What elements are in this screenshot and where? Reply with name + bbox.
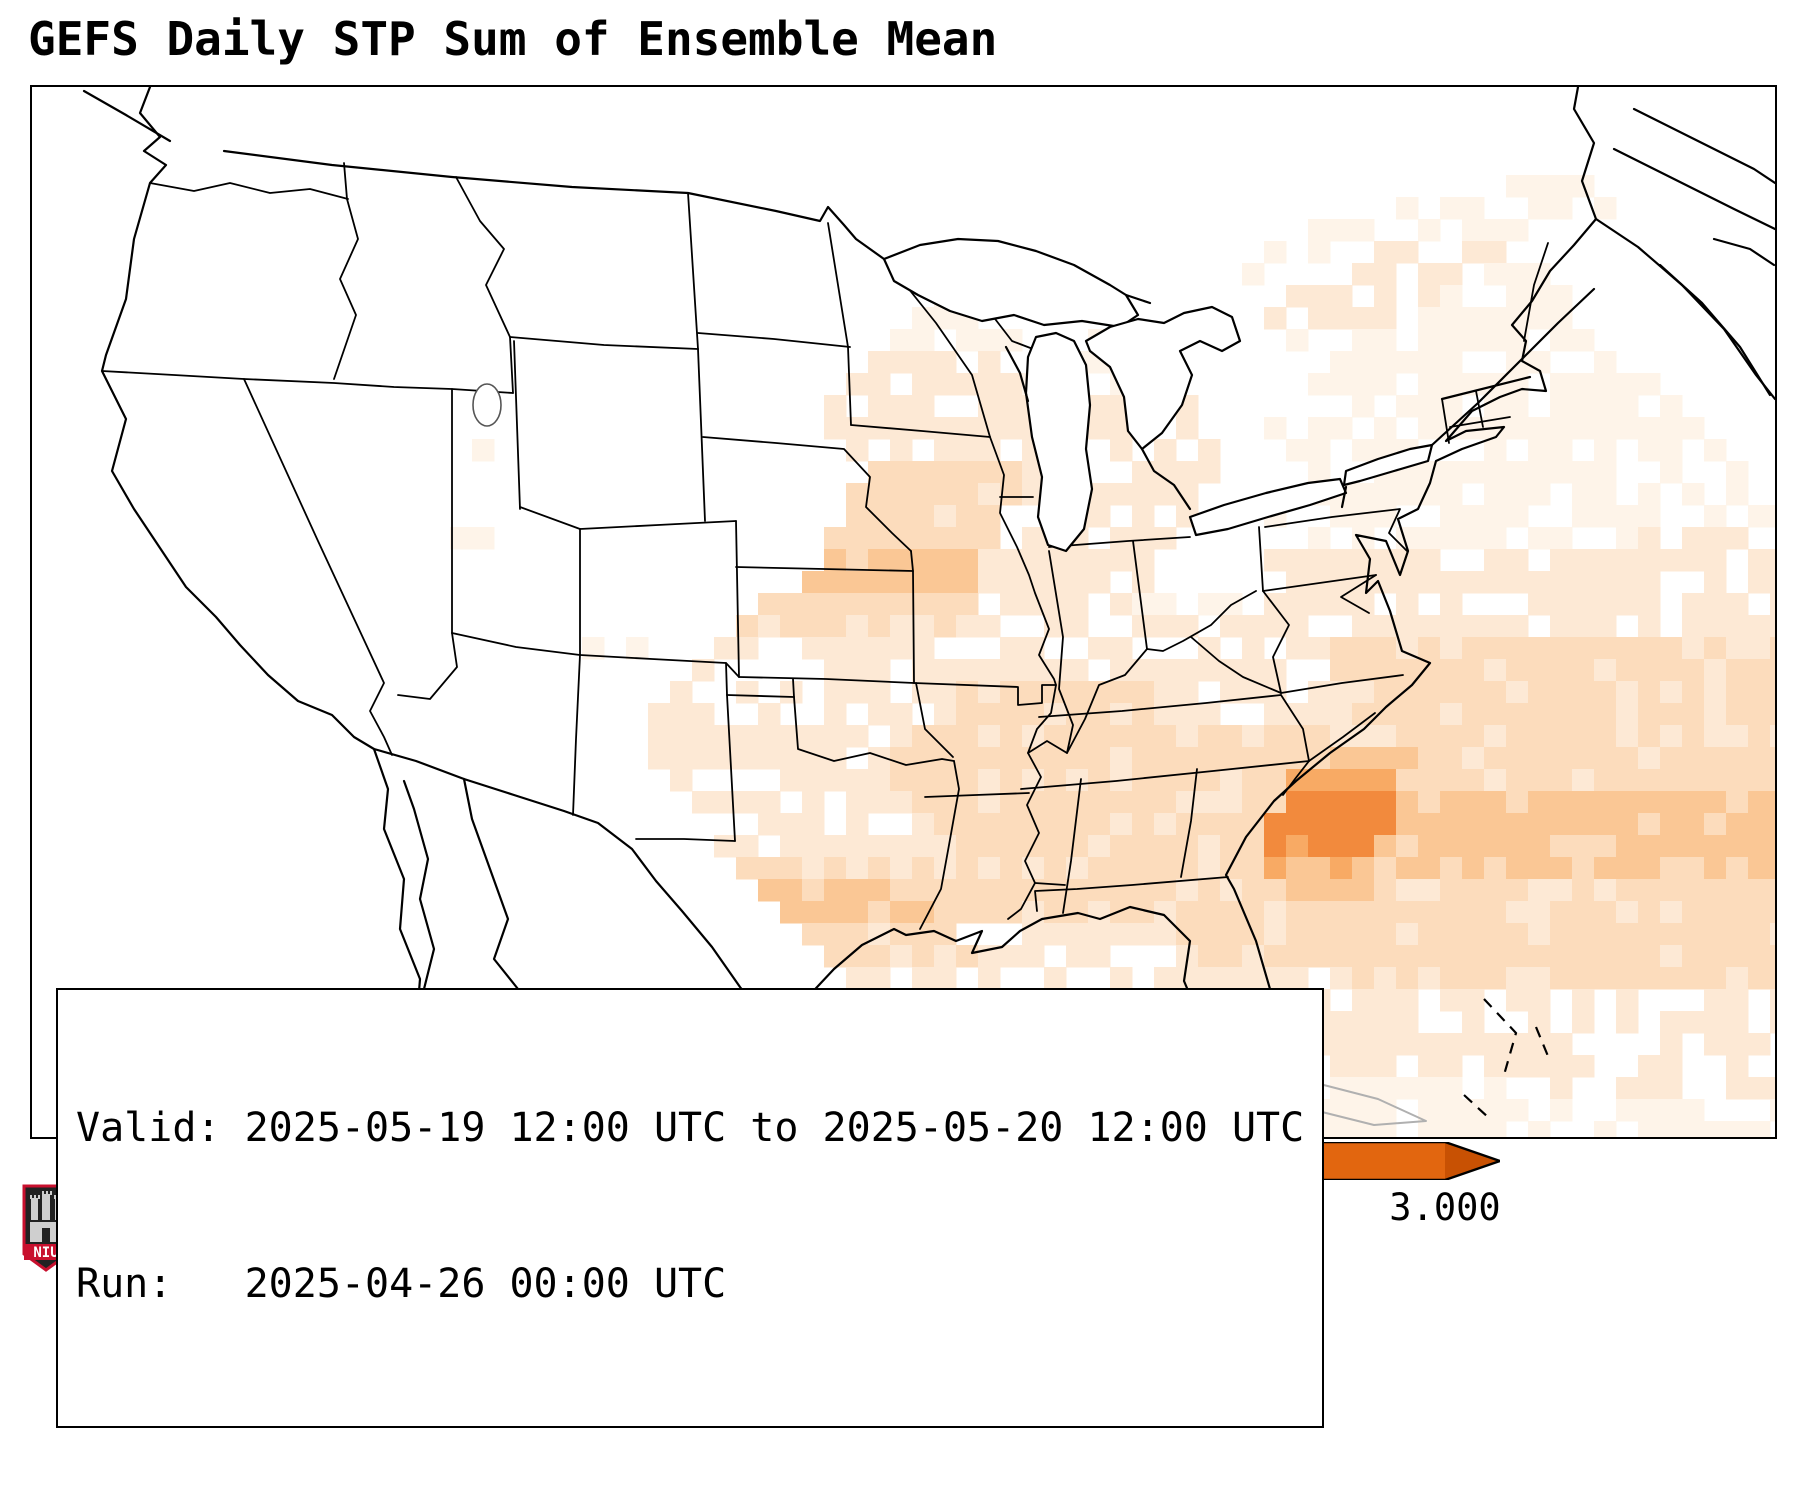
lake-erie (1188, 477, 1348, 537)
canada-coast-1 (1594, 217, 1775, 401)
lake-michigan (1024, 331, 1094, 553)
us-map (82, 87, 1775, 1137)
st-lawrence-river (1430, 287, 1596, 447)
canada-coast-5 (1632, 107, 1775, 185)
bahamas-dashed-2 (1534, 1026, 1552, 1062)
border-45n (1440, 375, 1532, 401)
map-panel (30, 85, 1777, 1139)
st-clair-river (1140, 447, 1192, 511)
canada-coast-3 (1712, 237, 1775, 267)
canada-coast-2 (1658, 263, 1772, 397)
great-salt-lake (472, 383, 502, 427)
state-borders (101, 162, 1549, 930)
lake-ontario (1342, 443, 1434, 487)
niu-text: NIU (33, 1245, 58, 1261)
niagara-river (1340, 485, 1348, 509)
bahamas-dashed (1483, 998, 1518, 1076)
vancouver-island (82, 89, 172, 143)
great-lakes (472, 237, 1434, 553)
run-line: Run: 2025-04-26 00:00 UTC (76, 1261, 727, 1307)
bahamas-dashed-3 (1463, 1094, 1491, 1120)
chart-title: GEFS Daily STP Sum of Ensemble Mean (28, 12, 998, 66)
colorbar-over-arrow (1445, 1142, 1500, 1180)
green-bay (1004, 345, 1030, 403)
us-canada-border (222, 149, 886, 261)
lake-huron (1084, 305, 1242, 451)
colorbar-tick: 3.000 (1389, 1186, 1501, 1229)
canada-coast-4 (1612, 147, 1775, 231)
valid-line: Valid: 2025-05-19 12:00 UTC to 2025-05-2… (76, 1105, 1305, 1151)
valid-run-box: Valid: 2025-05-19 12:00 UTC to 2025-05-2… (56, 988, 1325, 1428)
st-marys-river (1124, 293, 1152, 305)
